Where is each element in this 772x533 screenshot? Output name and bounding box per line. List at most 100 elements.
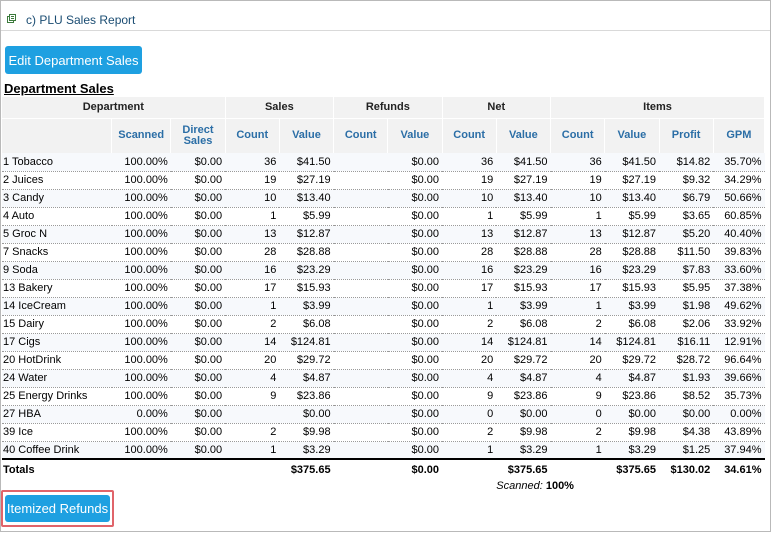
table-cell: 100.00%	[111, 315, 171, 334]
table-cell: $4.87	[279, 369, 334, 388]
table-cell: $0.00	[170, 405, 226, 424]
table-row: 40 Coffee Drink 100.00% $0.00 1 $3.29 $0.00 1 $…	[2, 441, 765, 460]
table-cell: $0.00	[387, 261, 443, 280]
table-cell: 9	[442, 387, 497, 406]
column-header[interactable]: GPM	[713, 117, 766, 153]
department-name-cell: 20 HotDrink	[2, 351, 112, 370]
table-cell: $0.00	[387, 351, 443, 370]
table-cell: $13.40	[496, 189, 551, 208]
table-cell: $28.88	[496, 243, 551, 262]
column-header[interactable]: Count	[442, 117, 497, 153]
table-cell: 0	[442, 405, 497, 424]
column-header[interactable]: Profit	[659, 117, 714, 153]
table-cell: $0.00	[387, 297, 443, 316]
table-cell: $1.98	[659, 297, 714, 316]
table-cell: 36	[550, 153, 605, 172]
table-cell: $23.86	[496, 387, 551, 406]
report-title: c) PLU Sales Report	[26, 13, 136, 27]
totals-cell: $0.00	[387, 458, 443, 479]
table-cell: 4	[442, 369, 497, 388]
column-header[interactable]: Value	[604, 117, 660, 153]
table-cell: 12.91%	[713, 333, 765, 352]
table-cell: $0.00	[170, 171, 226, 190]
table-cell: 39.83%	[713, 243, 765, 262]
table-row: 24 Water 100.00% $0.00 4 $4.87 $0.00 4 $4.87 4 $4…	[2, 369, 765, 388]
table-cell: 14	[550, 333, 605, 352]
table-cell: $0.00	[387, 333, 443, 352]
table-cell	[333, 315, 388, 334]
table-cell: $3.99	[496, 297, 551, 316]
column-header[interactable]: Count	[550, 117, 606, 153]
column-header-blank[interactable]	[2, 117, 112, 153]
table-cell: 14	[442, 333, 497, 352]
table-cell: $29.72	[604, 351, 659, 370]
table-cell: $3.99	[604, 297, 659, 316]
table-cell: $2.06	[659, 315, 714, 334]
table-cell: 96.64%	[713, 351, 765, 370]
table-cell: 17	[225, 279, 280, 298]
edit-department-sales-button[interactable]: Edit Department Sales	[5, 46, 142, 74]
column-header[interactable]: Direct Sales	[170, 117, 226, 153]
table-cell: 20	[550, 351, 605, 370]
table-cell	[333, 261, 388, 280]
table-cell	[333, 279, 388, 298]
table-cell	[333, 243, 388, 262]
table-cell	[333, 351, 388, 370]
column-header[interactable]: Count	[333, 117, 389, 153]
table-cell: $3.29	[279, 441, 334, 460]
table-row: 1 Tobacco 100.00% $0.00 36 $41.50 $0.00 36 $41.…	[2, 153, 765, 172]
table-cell: $12.87	[279, 225, 334, 244]
table-cell: 33.92%	[713, 315, 765, 334]
table-cell: $41.50	[279, 153, 334, 172]
table-cell: 1	[442, 441, 497, 460]
table-cell: 100.00%	[111, 441, 171, 460]
table-cell: 1	[225, 207, 280, 226]
table-cell	[333, 189, 388, 208]
table-cell: 19	[550, 171, 605, 190]
table-cell: 100.00%	[111, 279, 171, 298]
table-cell: $23.86	[604, 387, 659, 406]
department-name-cell: 3 Candy	[2, 189, 112, 208]
department-name-cell: 5 Groc N	[2, 225, 112, 244]
table-cell: $0.00	[170, 297, 226, 316]
column-header[interactable]: Scanned	[111, 117, 172, 153]
itemized-refunds-button[interactable]: Itemized Refunds	[5, 495, 110, 522]
table-cell: 13	[550, 225, 605, 244]
table-cell	[333, 153, 388, 172]
table-cell: 40.40%	[713, 225, 765, 244]
table-cell: 100.00%	[111, 171, 171, 190]
table-cell: 0.00%	[111, 405, 171, 424]
table-cell: $7.83	[659, 261, 714, 280]
column-header[interactable]: Value	[496, 117, 552, 153]
table-cell: $4.38	[659, 423, 714, 442]
table-cell: $27.19	[496, 171, 551, 190]
department-name-cell: 2 Juices	[2, 171, 112, 190]
column-header-row: Scanned Direct Sales Count Value Count Value C…	[2, 117, 766, 153]
table-cell: $27.19	[279, 171, 334, 190]
table-cell: 17	[550, 279, 605, 298]
column-header[interactable]: Value	[279, 117, 335, 153]
table-cell: 49.62%	[713, 297, 765, 316]
table-cell: $0.00	[659, 405, 714, 424]
group-header: Sales	[225, 97, 335, 118]
table-cell: $4.87	[604, 369, 659, 388]
table-cell: $5.99	[279, 207, 334, 226]
table-cell: $41.50	[496, 153, 551, 172]
group-header: Net	[442, 97, 552, 118]
totals-cell: $375.65	[604, 458, 659, 479]
table-cell: 4	[225, 369, 280, 388]
table-cell: $0.00	[170, 261, 226, 280]
table-cell: 100.00%	[111, 243, 171, 262]
totals-cell: 34.61%	[713, 458, 765, 479]
table-cell: 16	[442, 261, 497, 280]
department-name-cell: 25 Energy Drinks	[2, 387, 112, 406]
table-cell: $23.29	[496, 261, 551, 280]
table-cell: $27.19	[604, 171, 659, 190]
table-cell: 37.38%	[713, 279, 765, 298]
table-row: 20 HotDrink 100.00% $0.00 20 $29.72 $0.00 20 $2…	[2, 351, 765, 370]
table-cell: 33.60%	[713, 261, 765, 280]
totals-cell: $375.65	[496, 458, 551, 479]
column-header[interactable]: Count	[225, 117, 280, 153]
column-header[interactable]: Value	[387, 117, 443, 153]
